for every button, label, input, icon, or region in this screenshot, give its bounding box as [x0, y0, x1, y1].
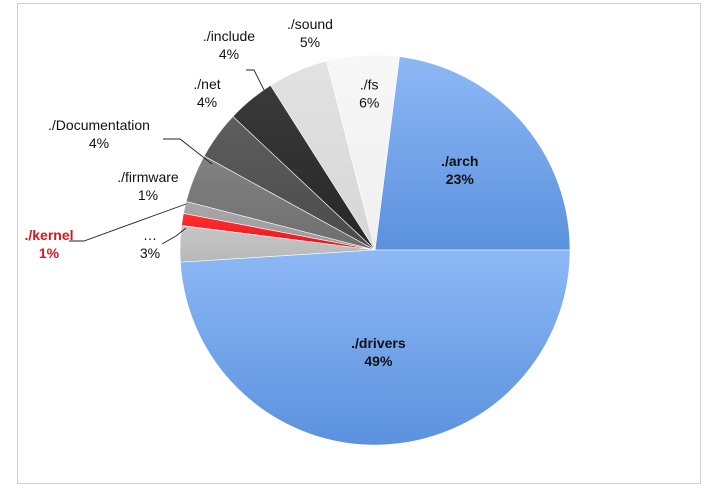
slice-label-other: …	[143, 227, 157, 243]
slice-arch	[374, 56, 571, 251]
leader-line-include	[246, 69, 265, 91]
slice-label-kernel: ./kernel	[24, 227, 73, 243]
slice-percent-drivers: 49%	[364, 353, 393, 369]
slice-percent-arch: 23%	[446, 171, 475, 187]
slice-percent-other: 3%	[140, 245, 160, 261]
slice-label-arch: ./arch	[441, 153, 478, 169]
leader-line-kernel	[69, 203, 187, 242]
slice-drivers	[180, 249, 571, 446]
slice-percent-kernel: 1%	[39, 245, 60, 261]
slice-percent-documentation: 4%	[89, 135, 109, 151]
slice-percent-sound: 5%	[300, 34, 320, 50]
leader-line-other	[161, 227, 187, 245]
slice-label-firmware: ./firmware	[117, 169, 179, 185]
slice-label-sound: ./sound	[287, 16, 333, 32]
slice-label-fs: ./fs	[360, 76, 379, 92]
slice-label-net: ./net	[193, 76, 220, 92]
slice-label-include: ./include	[203, 28, 255, 44]
leader-line-documentation	[163, 138, 213, 165]
slice-percent-fs: 6%	[359, 94, 379, 110]
slice-percent-firmware: 1%	[138, 187, 158, 203]
slice-label-drivers: ./drivers	[351, 335, 406, 351]
slice-percent-net: 4%	[197, 94, 217, 110]
slice-label-documentation: ./Documentation	[48, 117, 150, 133]
slice-percent-include: 4%	[219, 46, 239, 62]
